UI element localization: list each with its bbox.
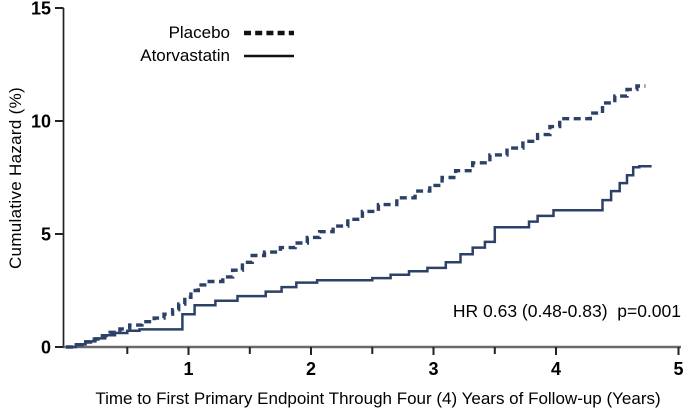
y-tick-label: 15: [31, 0, 51, 19]
y-tick-label: 10: [31, 112, 51, 132]
curve-placebo: [66, 84, 646, 349]
x-tick-label: 2: [306, 359, 316, 379]
legend-dashed-line-sample: [244, 30, 294, 35]
legend-solid-line-sample: [244, 54, 294, 57]
legend-label-atorvastatin: Atorvastatin: [140, 45, 230, 65]
y-axis-title: Cumulative Hazard (%): [6, 86, 25, 270]
legend-row-placebo: Placebo: [0, 21, 295, 44]
x-axis-title: Time to First Primary Endpoint Through F…: [95, 389, 661, 408]
hr-annotation: HR 0.63 (0.48-0.83) p=0.001: [452, 301, 681, 321]
legend-row-atorvastatin: Atorvastatin: [0, 44, 295, 67]
legend: Placebo Atorvastatin: [0, 21, 295, 67]
curve-atorvastatin: [66, 164, 652, 349]
y-tick-label: 5: [41, 225, 51, 245]
x-tick-label: 4: [551, 359, 561, 379]
x-tick-label: 3: [428, 359, 438, 379]
x-tick-label: 1: [183, 359, 193, 379]
y-tick-label: 0: [41, 338, 51, 358]
legend-label-placebo: Placebo: [168, 22, 230, 42]
x-tick-label: 5: [673, 359, 683, 379]
